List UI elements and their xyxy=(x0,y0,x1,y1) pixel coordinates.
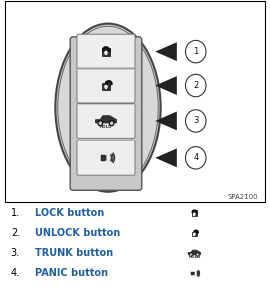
Polygon shape xyxy=(155,42,177,61)
Circle shape xyxy=(197,254,198,255)
Polygon shape xyxy=(194,271,195,276)
Text: 3.: 3. xyxy=(11,248,20,258)
FancyBboxPatch shape xyxy=(77,104,135,138)
FancyBboxPatch shape xyxy=(77,68,135,103)
Text: 1.: 1. xyxy=(11,208,20,218)
Polygon shape xyxy=(188,250,200,254)
Text: 4: 4 xyxy=(193,153,198,162)
FancyBboxPatch shape xyxy=(70,37,142,190)
Circle shape xyxy=(194,233,195,235)
FancyBboxPatch shape xyxy=(77,34,135,69)
Polygon shape xyxy=(96,116,116,123)
Text: LOCK button: LOCK button xyxy=(35,208,104,218)
FancyBboxPatch shape xyxy=(5,1,265,202)
Circle shape xyxy=(191,254,192,255)
Circle shape xyxy=(99,122,101,124)
Bar xyxy=(192,232,197,236)
Text: HOLD: HOLD xyxy=(188,255,201,259)
Text: HOLD: HOLD xyxy=(100,125,112,129)
Polygon shape xyxy=(104,155,106,161)
Ellipse shape xyxy=(55,24,161,192)
Polygon shape xyxy=(155,76,177,95)
Bar xyxy=(102,83,110,90)
Circle shape xyxy=(196,253,199,256)
Circle shape xyxy=(190,253,193,256)
Text: PANIC button: PANIC button xyxy=(35,268,108,278)
Circle shape xyxy=(185,74,206,97)
Text: SPA2100: SPA2100 xyxy=(227,194,258,200)
Polygon shape xyxy=(155,112,177,130)
Bar xyxy=(191,272,194,275)
Circle shape xyxy=(111,122,113,124)
Circle shape xyxy=(105,51,107,54)
Circle shape xyxy=(194,213,195,215)
Circle shape xyxy=(185,147,206,169)
Text: 3: 3 xyxy=(193,117,198,125)
Bar xyxy=(101,155,104,160)
FancyBboxPatch shape xyxy=(77,140,135,175)
Bar xyxy=(102,49,110,57)
Circle shape xyxy=(185,110,206,132)
Text: 1: 1 xyxy=(193,47,198,56)
Ellipse shape xyxy=(58,26,158,189)
Text: UNLOCK button: UNLOCK button xyxy=(35,228,120,238)
Text: 4.: 4. xyxy=(11,268,20,278)
Text: 2.: 2. xyxy=(11,228,20,238)
Polygon shape xyxy=(155,148,177,167)
Circle shape xyxy=(98,121,103,126)
Circle shape xyxy=(105,85,107,88)
Bar xyxy=(192,212,197,216)
Circle shape xyxy=(109,121,114,126)
Text: TRUNK button: TRUNK button xyxy=(35,248,113,258)
Circle shape xyxy=(185,40,206,63)
Text: 2: 2 xyxy=(193,81,198,90)
